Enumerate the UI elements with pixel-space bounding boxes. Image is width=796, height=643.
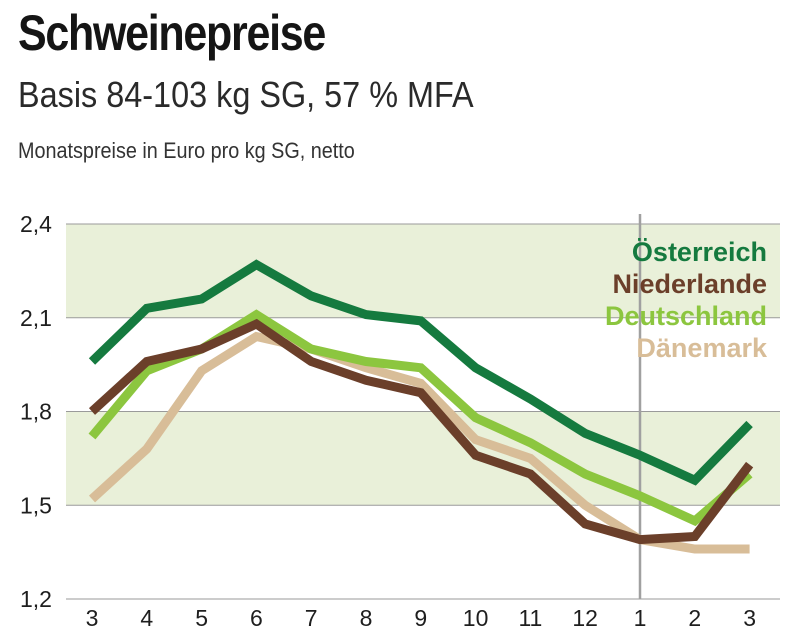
y-tick-label: 1,2 — [20, 586, 52, 612]
legend-entry: Niederlande — [612, 269, 767, 299]
y-tick-label: 1,8 — [20, 399, 52, 425]
x-tick-label: 8 — [360, 605, 373, 631]
y-tick-label: 1,5 — [20, 492, 52, 518]
chart-title: Schweinepreise — [18, 5, 326, 61]
x-tick-label: 1 — [634, 605, 647, 631]
series-line-3 — [88, 259, 753, 486]
y-tick-label: 2,1 — [20, 305, 52, 331]
x-tick-label: 4 — [140, 605, 153, 631]
x-tick-label: 6 — [250, 605, 263, 631]
x-tick-label: 7 — [305, 605, 318, 631]
y-tick-label: 2,4 — [20, 211, 52, 237]
y-axis-unit-label: Monatspreise in Euro pro kg SG, netto — [18, 138, 355, 163]
x-tick-label: 5 — [195, 605, 208, 631]
x-tick-label: 3 — [743, 605, 756, 631]
legend-entry: Deutschland — [605, 301, 767, 331]
legend-entry: Dänemark — [636, 333, 768, 363]
series-line-2 — [88, 318, 754, 545]
band-0 — [66, 411, 780, 506]
x-tick-label: 12 — [572, 605, 598, 631]
x-tick-label: 9 — [414, 605, 427, 631]
x-tick-label: 11 — [518, 605, 542, 631]
chart-subtitle: Basis 84-103 kg SG, 57 % MFA — [18, 74, 474, 115]
x-tick-label: 2 — [688, 605, 701, 631]
x-tick-label: 3 — [86, 605, 99, 631]
x-tick-label: 10 — [463, 605, 489, 631]
legend-entry: Österreich — [632, 237, 767, 267]
